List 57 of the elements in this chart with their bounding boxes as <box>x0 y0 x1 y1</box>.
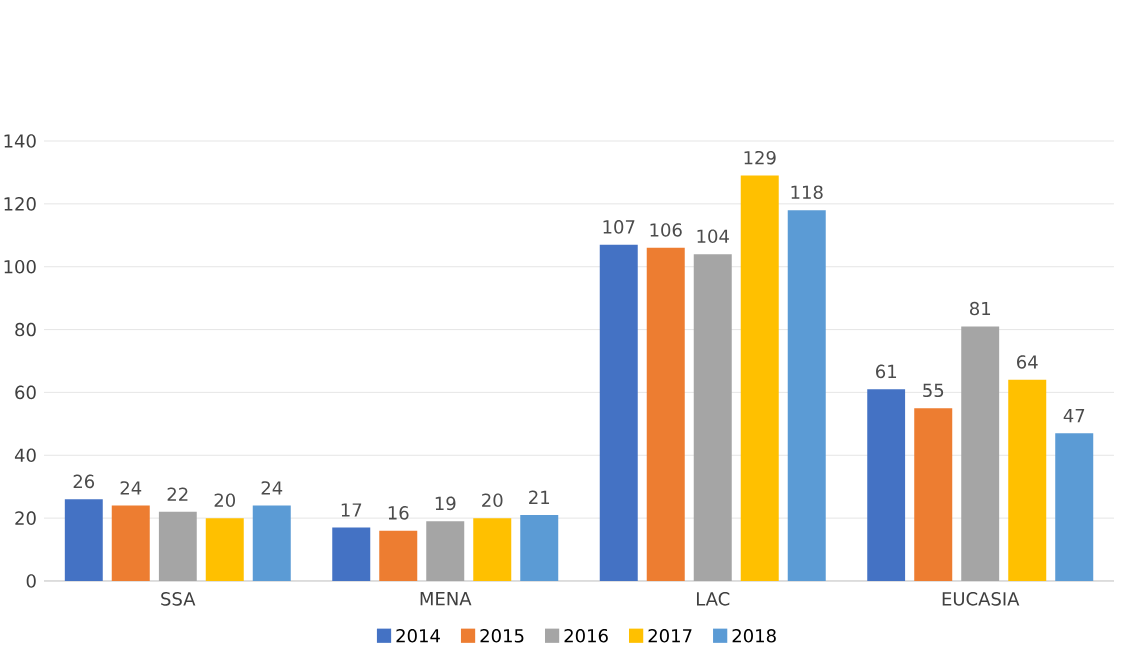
legend-label: 2015 <box>480 628 524 643</box>
legend-label: 2017 <box>648 628 692 643</box>
data-label: 21 <box>529 490 550 504</box>
bar <box>379 530 418 581</box>
data-label: 24 <box>261 481 283 495</box>
y-tick-label: 140 <box>4 134 36 148</box>
bar <box>914 408 953 581</box>
y-tick-label: 0 <box>26 574 36 588</box>
data-label: 22 <box>167 487 188 501</box>
data-label: 20 <box>214 493 236 508</box>
bar <box>961 326 1000 581</box>
y-tick-label: 80 <box>15 322 36 337</box>
data-label: 26 <box>73 474 95 489</box>
data-label: 20 <box>482 493 503 508</box>
x-tick-label: LAC <box>697 592 730 606</box>
bar <box>646 247 685 581</box>
data-label: 129 <box>744 150 776 165</box>
y-tick-label: 60 <box>15 385 36 400</box>
bar <box>332 527 371 581</box>
data-label: 107 <box>603 220 635 234</box>
x-tick-label: SSA <box>161 592 196 606</box>
bar <box>205 518 244 581</box>
data-label: 118 <box>791 185 823 200</box>
data-label: 17 <box>341 503 362 517</box>
x-tick-label: EUCASIA <box>942 592 1020 606</box>
bar <box>111 505 150 581</box>
data-label: 47 <box>1063 409 1085 423</box>
data-label: 104 <box>697 229 729 244</box>
bar <box>158 511 197 581</box>
data-label: 64 <box>1017 355 1038 369</box>
bar <box>693 254 732 581</box>
data-label: 19 <box>435 496 456 511</box>
data-label: 55 <box>923 383 944 398</box>
legend-label: 2016 <box>564 628 608 643</box>
data-label: 61 <box>876 364 897 379</box>
legend-label: 2014 <box>396 628 440 643</box>
bar <box>599 244 638 581</box>
legend-label: 2018 <box>732 628 776 643</box>
bar <box>1055 433 1094 581</box>
bar <box>64 499 103 581</box>
bar <box>426 521 465 581</box>
y-tick-label: 20 <box>15 511 36 525</box>
bar <box>252 505 291 581</box>
y-tick-label: 100 <box>4 259 36 274</box>
bar <box>787 210 826 581</box>
data-label: 106 <box>650 223 682 237</box>
y-tick-label: 40 <box>14 448 36 463</box>
y-tick-label: 120 <box>4 197 36 211</box>
data-label: 24 <box>120 481 142 495</box>
data-label: 16 <box>388 506 409 520</box>
x-tick-label: MENA <box>420 592 472 606</box>
bar <box>740 175 779 581</box>
bar <box>867 389 906 581</box>
data-label: 81 <box>970 301 991 316</box>
bar <box>520 514 559 581</box>
bar <box>473 518 512 581</box>
bar <box>1008 379 1047 581</box>
